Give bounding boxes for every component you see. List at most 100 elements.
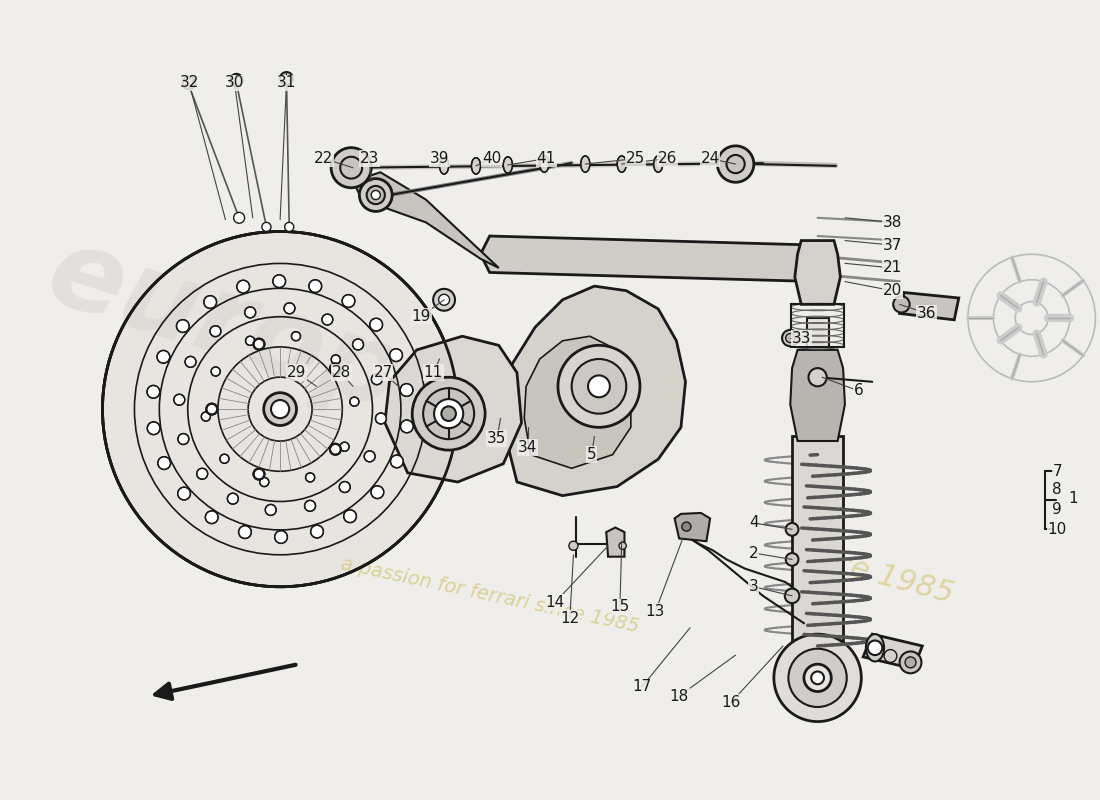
Circle shape bbox=[682, 522, 691, 531]
Text: 1: 1 bbox=[1068, 491, 1078, 506]
Circle shape bbox=[206, 511, 218, 523]
Circle shape bbox=[292, 332, 300, 341]
Text: 32: 32 bbox=[179, 75, 199, 90]
Text: 8: 8 bbox=[1053, 482, 1062, 497]
Text: 11: 11 bbox=[424, 365, 443, 380]
Text: 37: 37 bbox=[882, 238, 902, 253]
Text: 17: 17 bbox=[632, 679, 651, 694]
Circle shape bbox=[371, 190, 381, 199]
Circle shape bbox=[784, 589, 800, 603]
Text: 3: 3 bbox=[749, 579, 759, 594]
Text: 23: 23 bbox=[360, 151, 379, 166]
Circle shape bbox=[275, 530, 287, 543]
Text: 31: 31 bbox=[277, 75, 296, 90]
Circle shape bbox=[207, 404, 218, 414]
Circle shape bbox=[271, 400, 289, 418]
Polygon shape bbox=[900, 293, 959, 320]
Circle shape bbox=[412, 378, 485, 450]
Polygon shape bbox=[504, 286, 685, 496]
Circle shape bbox=[350, 397, 359, 406]
Polygon shape bbox=[606, 527, 625, 557]
Circle shape bbox=[228, 494, 239, 504]
Text: 21: 21 bbox=[882, 261, 902, 275]
Circle shape bbox=[569, 542, 578, 550]
Circle shape bbox=[588, 375, 609, 398]
Circle shape bbox=[265, 505, 276, 515]
Circle shape bbox=[260, 478, 268, 486]
Circle shape bbox=[310, 525, 323, 538]
Circle shape bbox=[102, 231, 458, 586]
Circle shape bbox=[236, 280, 250, 293]
Text: a passion for ferrari since 1985: a passion for ferrari since 1985 bbox=[339, 555, 640, 637]
Circle shape bbox=[197, 468, 208, 479]
Text: 28: 28 bbox=[331, 365, 351, 380]
Circle shape bbox=[424, 388, 474, 439]
Circle shape bbox=[178, 487, 190, 500]
Circle shape bbox=[717, 146, 754, 182]
Text: 33: 33 bbox=[791, 330, 811, 346]
Circle shape bbox=[360, 178, 393, 211]
Text: 20: 20 bbox=[882, 283, 902, 298]
Circle shape bbox=[366, 186, 385, 204]
Circle shape bbox=[372, 374, 383, 385]
Circle shape bbox=[204, 296, 217, 308]
Circle shape bbox=[273, 275, 286, 287]
Text: 24: 24 bbox=[701, 151, 719, 166]
Circle shape bbox=[375, 413, 386, 424]
Circle shape bbox=[339, 482, 350, 493]
Polygon shape bbox=[795, 241, 840, 304]
Ellipse shape bbox=[472, 158, 481, 174]
Circle shape bbox=[201, 412, 210, 421]
Circle shape bbox=[284, 303, 295, 314]
Circle shape bbox=[239, 526, 251, 538]
Text: 35: 35 bbox=[487, 430, 507, 446]
Circle shape bbox=[245, 336, 254, 346]
Circle shape bbox=[331, 355, 340, 364]
Text: 7: 7 bbox=[1053, 463, 1062, 478]
Circle shape bbox=[400, 420, 414, 433]
Polygon shape bbox=[674, 513, 711, 542]
Text: europarts: europarts bbox=[35, 218, 652, 510]
Ellipse shape bbox=[617, 156, 626, 172]
Circle shape bbox=[157, 350, 169, 363]
Polygon shape bbox=[792, 437, 843, 646]
Circle shape bbox=[441, 406, 455, 421]
Circle shape bbox=[305, 500, 316, 511]
Text: 34: 34 bbox=[518, 440, 538, 455]
Circle shape bbox=[353, 339, 363, 350]
Text: 40: 40 bbox=[482, 151, 502, 166]
Text: 4: 4 bbox=[749, 515, 759, 530]
Circle shape bbox=[157, 457, 170, 470]
Circle shape bbox=[785, 334, 795, 342]
Circle shape bbox=[322, 314, 333, 325]
Circle shape bbox=[330, 444, 341, 454]
Circle shape bbox=[433, 289, 455, 310]
Circle shape bbox=[884, 650, 896, 662]
Polygon shape bbox=[481, 236, 827, 282]
Circle shape bbox=[782, 330, 799, 346]
Circle shape bbox=[330, 363, 341, 374]
Circle shape bbox=[785, 553, 799, 566]
Text: 13: 13 bbox=[646, 604, 666, 619]
Circle shape bbox=[253, 469, 264, 479]
Text: 26: 26 bbox=[658, 151, 676, 166]
Circle shape bbox=[285, 222, 294, 231]
Circle shape bbox=[434, 399, 463, 428]
Circle shape bbox=[726, 155, 745, 173]
Circle shape bbox=[811, 671, 824, 684]
Polygon shape bbox=[806, 318, 828, 437]
Circle shape bbox=[905, 657, 916, 668]
Circle shape bbox=[340, 442, 349, 451]
Text: 12: 12 bbox=[560, 611, 580, 626]
Circle shape bbox=[244, 307, 255, 318]
Circle shape bbox=[808, 368, 827, 386]
Text: 19: 19 bbox=[411, 309, 431, 324]
Circle shape bbox=[774, 634, 861, 722]
Text: 38: 38 bbox=[882, 215, 902, 230]
Circle shape bbox=[147, 422, 160, 434]
Text: 10: 10 bbox=[1047, 522, 1067, 537]
Circle shape bbox=[147, 386, 160, 398]
Text: 29: 29 bbox=[287, 365, 306, 380]
Text: 15: 15 bbox=[610, 599, 629, 614]
Text: 9: 9 bbox=[1053, 502, 1063, 517]
